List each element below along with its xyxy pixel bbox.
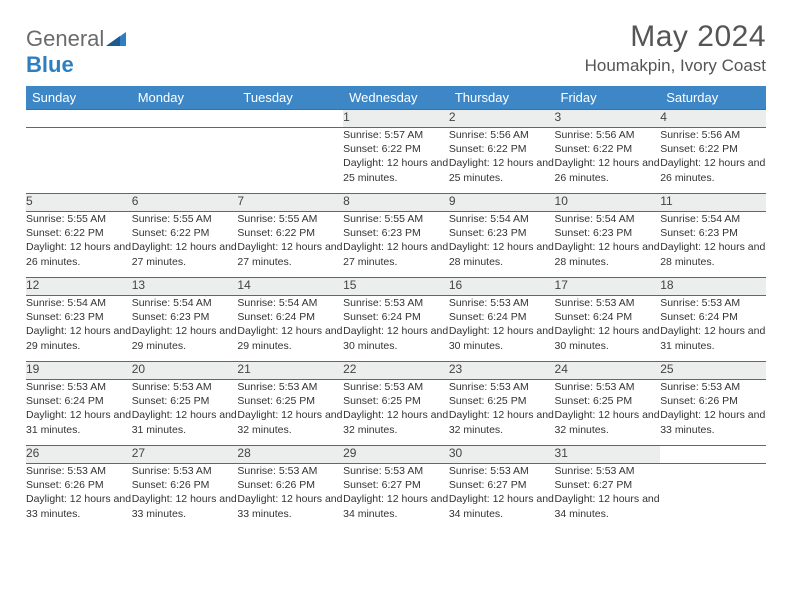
day-number-cell: 1 (343, 110, 449, 128)
day-detail-cell: Sunrise: 5:55 AMSunset: 6:22 PMDaylight:… (26, 212, 132, 278)
day-detail-row: Sunrise: 5:57 AMSunset: 6:22 PMDaylight:… (26, 128, 766, 194)
weekday-header: Thursday (449, 86, 555, 110)
day-detail-row: Sunrise: 5:53 AMSunset: 6:24 PMDaylight:… (26, 380, 766, 446)
day-detail-row: Sunrise: 5:53 AMSunset: 6:26 PMDaylight:… (26, 464, 766, 530)
day-detail-cell: Sunrise: 5:55 AMSunset: 6:23 PMDaylight:… (343, 212, 449, 278)
day-detail-cell: Sunrise: 5:56 AMSunset: 6:22 PMDaylight:… (555, 128, 661, 194)
day-number-cell: 16 (449, 278, 555, 296)
day-number-cell: 2 (449, 110, 555, 128)
day-detail-cell (132, 128, 238, 194)
day-number-cell (237, 110, 343, 128)
day-detail-cell: Sunrise: 5:53 AMSunset: 6:26 PMDaylight:… (26, 464, 132, 530)
day-number-row: 12131415161718 (26, 278, 766, 296)
day-number-cell: 20 (132, 362, 238, 380)
header: GeneralBlue May 2024 Houmakpin, Ivory Co… (26, 20, 766, 78)
day-number-cell (26, 110, 132, 128)
day-detail-cell: Sunrise: 5:53 AMSunset: 6:24 PMDaylight:… (555, 296, 661, 362)
calendar-table: Sunday Monday Tuesday Wednesday Thursday… (26, 86, 766, 530)
day-number-cell: 27 (132, 446, 238, 464)
day-detail-cell: Sunrise: 5:53 AMSunset: 6:25 PMDaylight:… (132, 380, 238, 446)
weekday-header: Sunday (26, 86, 132, 110)
location: Houmakpin, Ivory Coast (585, 56, 766, 76)
day-number-cell: 15 (343, 278, 449, 296)
day-number-cell: 7 (237, 194, 343, 212)
day-number-cell: 10 (555, 194, 661, 212)
day-detail-cell: Sunrise: 5:53 AMSunset: 6:25 PMDaylight:… (343, 380, 449, 446)
day-number-cell: 29 (343, 446, 449, 464)
title-block: May 2024 Houmakpin, Ivory Coast (585, 20, 766, 76)
day-detail-cell: Sunrise: 5:53 AMSunset: 6:27 PMDaylight:… (343, 464, 449, 530)
day-detail-cell: Sunrise: 5:53 AMSunset: 6:24 PMDaylight:… (343, 296, 449, 362)
day-number-cell: 11 (660, 194, 766, 212)
day-number-cell: 21 (237, 362, 343, 380)
day-number-cell: 22 (343, 362, 449, 380)
day-detail-cell: Sunrise: 5:54 AMSunset: 6:23 PMDaylight:… (26, 296, 132, 362)
day-number-row: 1234 (26, 110, 766, 128)
day-number-row: 262728293031 (26, 446, 766, 464)
day-number-cell: 3 (555, 110, 661, 128)
weekday-header: Saturday (660, 86, 766, 110)
day-number-cell: 6 (132, 194, 238, 212)
day-number-cell: 23 (449, 362, 555, 380)
day-detail-cell: Sunrise: 5:53 AMSunset: 6:24 PMDaylight:… (449, 296, 555, 362)
day-number-cell: 12 (26, 278, 132, 296)
weekday-header: Friday (555, 86, 661, 110)
day-number-cell: 14 (237, 278, 343, 296)
logo-triangle-icon (106, 26, 126, 51)
weekday-header: Wednesday (343, 86, 449, 110)
day-number-row: 567891011 (26, 194, 766, 212)
day-detail-cell: Sunrise: 5:54 AMSunset: 6:23 PMDaylight:… (132, 296, 238, 362)
day-number-cell: 18 (660, 278, 766, 296)
day-detail-cell: Sunrise: 5:53 AMSunset: 6:25 PMDaylight:… (449, 380, 555, 446)
day-number-cell: 19 (26, 362, 132, 380)
day-detail-cell: Sunrise: 5:53 AMSunset: 6:27 PMDaylight:… (449, 464, 555, 530)
day-detail-cell: Sunrise: 5:54 AMSunset: 6:23 PMDaylight:… (449, 212, 555, 278)
day-number-cell: 4 (660, 110, 766, 128)
day-detail-cell (660, 464, 766, 530)
day-detail-cell: Sunrise: 5:56 AMSunset: 6:22 PMDaylight:… (660, 128, 766, 194)
day-detail-cell: Sunrise: 5:55 AMSunset: 6:22 PMDaylight:… (132, 212, 238, 278)
weekday-header-row: Sunday Monday Tuesday Wednesday Thursday… (26, 86, 766, 110)
day-detail-cell: Sunrise: 5:53 AMSunset: 6:27 PMDaylight:… (555, 464, 661, 530)
day-number-cell: 31 (555, 446, 661, 464)
day-detail-cell: Sunrise: 5:53 AMSunset: 6:26 PMDaylight:… (132, 464, 238, 530)
day-number-cell: 25 (660, 362, 766, 380)
day-number-cell: 8 (343, 194, 449, 212)
logo-word-2: Blue (26, 52, 74, 77)
logo-text: GeneralBlue (26, 26, 126, 78)
day-detail-row: Sunrise: 5:55 AMSunset: 6:22 PMDaylight:… (26, 212, 766, 278)
day-detail-cell (237, 128, 343, 194)
weekday-header: Tuesday (237, 86, 343, 110)
day-detail-cell: Sunrise: 5:57 AMSunset: 6:22 PMDaylight:… (343, 128, 449, 194)
day-detail-cell: Sunrise: 5:53 AMSunset: 6:26 PMDaylight:… (660, 380, 766, 446)
day-detail-cell (26, 128, 132, 194)
day-detail-cell: Sunrise: 5:53 AMSunset: 6:24 PMDaylight:… (26, 380, 132, 446)
day-detail-row: Sunrise: 5:54 AMSunset: 6:23 PMDaylight:… (26, 296, 766, 362)
day-detail-cell: Sunrise: 5:55 AMSunset: 6:22 PMDaylight:… (237, 212, 343, 278)
day-number-cell: 9 (449, 194, 555, 212)
day-detail-cell: Sunrise: 5:53 AMSunset: 6:25 PMDaylight:… (555, 380, 661, 446)
day-number-cell: 28 (237, 446, 343, 464)
day-number-cell: 26 (26, 446, 132, 464)
day-number-cell: 17 (555, 278, 661, 296)
day-detail-cell: Sunrise: 5:54 AMSunset: 6:23 PMDaylight:… (660, 212, 766, 278)
day-detail-cell: Sunrise: 5:53 AMSunset: 6:24 PMDaylight:… (660, 296, 766, 362)
day-detail-cell: Sunrise: 5:53 AMSunset: 6:25 PMDaylight:… (237, 380, 343, 446)
weekday-header: Monday (132, 86, 238, 110)
page-title: May 2024 (585, 20, 766, 54)
day-number-cell (132, 110, 238, 128)
logo-word-1: General (26, 26, 104, 51)
day-number-cell: 24 (555, 362, 661, 380)
day-number-cell: 13 (132, 278, 238, 296)
day-detail-cell: Sunrise: 5:56 AMSunset: 6:22 PMDaylight:… (449, 128, 555, 194)
day-number-cell: 5 (26, 194, 132, 212)
day-detail-cell: Sunrise: 5:54 AMSunset: 6:23 PMDaylight:… (555, 212, 661, 278)
day-number-cell: 30 (449, 446, 555, 464)
day-number-cell (660, 446, 766, 464)
day-detail-cell: Sunrise: 5:54 AMSunset: 6:24 PMDaylight:… (237, 296, 343, 362)
logo: GeneralBlue (26, 20, 126, 78)
day-number-row: 19202122232425 (26, 362, 766, 380)
day-detail-cell: Sunrise: 5:53 AMSunset: 6:26 PMDaylight:… (237, 464, 343, 530)
